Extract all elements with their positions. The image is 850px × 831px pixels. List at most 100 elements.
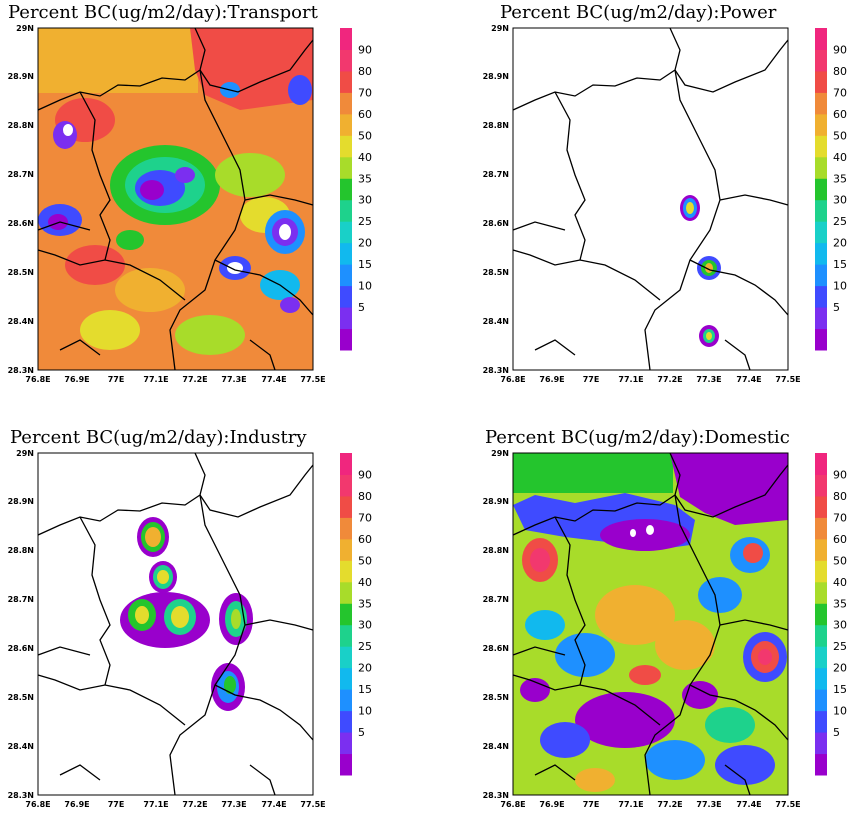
colorbar-swatch [340, 328, 352, 351]
y-tick-label: 28.5N [8, 693, 34, 702]
industry-field [120, 517, 253, 711]
y-tick-label: 28.8N [483, 121, 509, 130]
colorbar-label: 15 [833, 258, 847, 271]
y-tick-label: 28.3N [8, 366, 34, 375]
colorbar-swatch [340, 156, 352, 179]
industry-map-frame [37, 452, 314, 796]
domestic-map-frame [512, 452, 789, 796]
industry-colorbar: 5 10 15 20 25 30 35 40 50 60 70 80 90 [340, 453, 372, 776]
colorbar-label: 25 [833, 215, 847, 228]
power-colorbar: 5 10 15 20 25 30 35 40 50 60 70 80 90 [815, 28, 847, 351]
y-tick-label: 28.9N [8, 497, 34, 506]
colorbar-swatch [340, 178, 352, 201]
colorbar-label: 70 [358, 511, 372, 524]
colorbar-label: 20 [358, 237, 372, 250]
colorbar-label: 35 [358, 172, 372, 185]
transport-boundaries [37, 27, 314, 371]
x-tick-label: 77.2E [657, 375, 682, 384]
transport-map-svg: Percent BC(ug/m2/day):Transport [8, 2, 372, 384]
colorbar-swatch [340, 453, 352, 475]
colorbar-swatch [815, 517, 827, 540]
y-tick-label: 28.6N [8, 219, 34, 228]
industry-x-tick-labels: 76.8E 76.9E 77E 77.1E 77.2E 77.3E 77.4E … [25, 800, 325, 809]
x-tick-label: 77.1E [618, 800, 643, 809]
colorbar-swatch [815, 178, 827, 201]
y-tick-label: 28.5N [8, 268, 34, 277]
colorbar-swatch [340, 221, 352, 244]
colorbar-label: 20 [833, 662, 847, 675]
colorbar-swatch [815, 646, 827, 669]
x-tick-label: 76.8E [25, 800, 50, 809]
y-tick-label: 28.9N [483, 497, 509, 506]
colorbar-label: 15 [358, 258, 372, 271]
colorbar-swatch [815, 581, 827, 604]
colorbar-label: 5 [358, 726, 365, 739]
transport-map-title: Percent BC(ug/m2/day):Transport [8, 2, 319, 23]
y-tick-label: 28.6N [8, 644, 34, 653]
colorbar-label: 20 [358, 662, 372, 675]
colorbar-swatch [340, 242, 352, 265]
x-tick-label: 77E [108, 800, 125, 809]
y-tick-label: 29N [16, 24, 34, 33]
x-tick-label: 77.4E [261, 800, 286, 809]
y-tick-label: 28.8N [8, 546, 34, 555]
colorbar-label: 50 [833, 129, 847, 142]
colorbar-label: 90 [833, 468, 847, 481]
colorbar-swatch [340, 753, 352, 776]
y-tick-label: 29N [16, 449, 34, 458]
x-tick-label: 77.1E [618, 375, 643, 384]
x-tick-label: 77.1E [143, 375, 168, 384]
colorbar-label: 35 [833, 172, 847, 185]
power-map-svg: Percent BC(ug/m2/day):Power [483, 2, 847, 384]
colorbar-swatch [815, 753, 827, 776]
y-tick-label: 28.4N [483, 742, 509, 751]
colorbar-label: 30 [358, 619, 372, 632]
colorbar-swatch [340, 113, 352, 136]
colorbar-label: 40 [358, 151, 372, 164]
colorbar-label: 20 [833, 237, 847, 250]
colorbar-label: 80 [833, 65, 847, 78]
colorbar-label: 25 [358, 640, 372, 653]
colorbar-label: 60 [833, 533, 847, 546]
power-field-base [513, 28, 788, 370]
x-tick-label: 76.9E [64, 375, 89, 384]
colorbar-swatch [340, 199, 352, 222]
x-tick-label: 77.2E [657, 800, 682, 809]
x-tick-label: 77.5E [300, 375, 325, 384]
x-tick-label: 77.3E [696, 800, 721, 809]
domestic-colorbar: 5 10 15 20 25 30 35 40 50 60 70 80 90 [815, 453, 847, 776]
industry-map-title: Percent BC(ug/m2/day):Industry [10, 427, 307, 448]
colorbar-swatch [815, 689, 827, 712]
colorbar-swatch [340, 538, 352, 561]
colorbar-swatch [340, 710, 352, 733]
colorbar-label: 80 [833, 490, 847, 503]
x-tick-label: 76.9E [539, 800, 564, 809]
colorbar-swatch [340, 495, 352, 518]
colorbar-label: 15 [358, 683, 372, 696]
y-tick-label: 28.7N [483, 595, 509, 604]
colorbar-label: 35 [833, 597, 847, 610]
transport-field [38, 28, 313, 355]
industry-boundaries [37, 452, 314, 796]
y-tick-label: 28.4N [8, 317, 34, 326]
y-tick-label: 28.3N [483, 366, 509, 375]
colorbar-swatch [340, 285, 352, 308]
colorbar-swatch [340, 732, 352, 755]
x-tick-label: 77.4E [736, 800, 761, 809]
y-tick-label: 28.8N [8, 121, 34, 130]
power-map-panel: Percent BC(ug/m2/day):Power [475, 0, 850, 406]
x-tick-label: 76.8E [500, 375, 525, 384]
colorbar-swatch [815, 624, 827, 647]
y-tick-label: 28.6N [483, 219, 509, 228]
domestic-x-tick-labels: 76.8E 76.9E 77E 77.1E 77.2E 77.3E 77.4E … [500, 800, 800, 809]
domestic-boundaries [512, 452, 789, 796]
colorbar-label: 40 [358, 576, 372, 589]
power-boundaries [512, 27, 789, 371]
colorbar-swatch [815, 156, 827, 179]
transport-map-frame [37, 27, 314, 371]
colorbar-label: 5 [833, 301, 840, 314]
domestic-map-panel: Percent BC(ug/m2/day):Domestic [475, 425, 850, 831]
colorbar-swatch [815, 28, 827, 50]
power-y-tick-labels: 29N 28.9N 28.8N 28.7N 28.6N 28.5N 28.4N … [483, 24, 509, 375]
industry-y-tick-labels: 29N 28.9N 28.8N 28.7N 28.6N 28.5N 28.4N … [8, 449, 34, 800]
